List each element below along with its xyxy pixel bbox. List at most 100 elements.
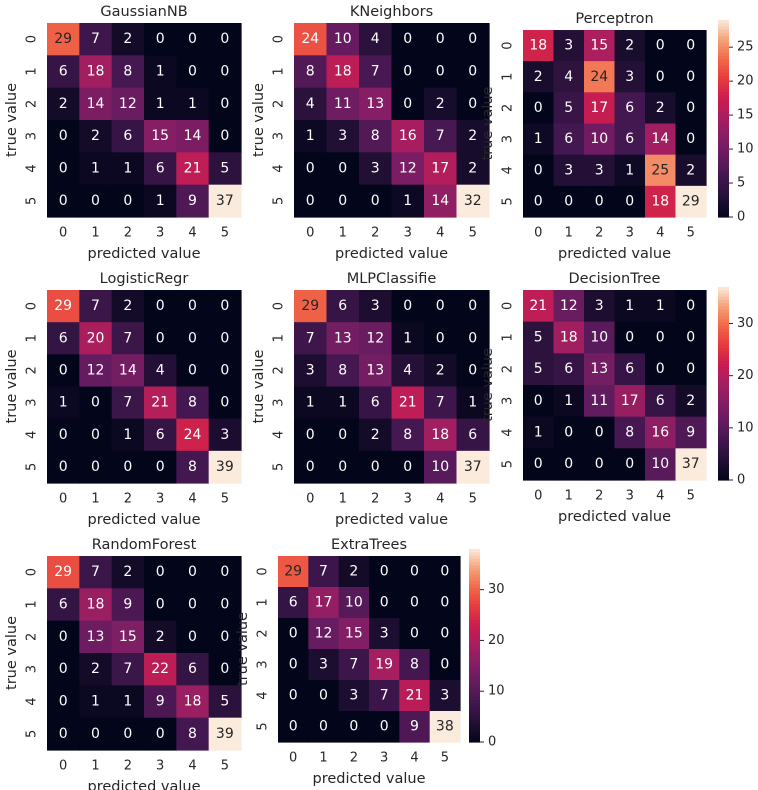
cell-value: 0: [403, 64, 412, 80]
cell-5-0: [278, 711, 309, 743]
colorbar-segment: [718, 75, 729, 80]
colorbar-segment: [718, 118, 729, 123]
cell-1-2: [359, 55, 393, 89]
x-tick-label: 5: [221, 759, 229, 774]
cell-5-2: [111, 450, 145, 484]
y-tick-label: 0: [272, 302, 287, 310]
cell-5-4: [645, 448, 677, 481]
cell-value: 0: [440, 564, 449, 580]
cell-5-5: [429, 711, 461, 743]
colorbar-tick-label: 20: [737, 368, 754, 383]
cell-value: 0: [91, 459, 100, 475]
cell-value: 1: [91, 161, 100, 177]
x-tick-label: 0: [59, 226, 67, 241]
cell-value: 18: [431, 427, 449, 443]
cell-0-2: [111, 556, 145, 589]
cell-value: 21: [529, 298, 547, 314]
colorbar-segment: [718, 164, 729, 169]
cell-4-4: [176, 685, 210, 719]
colorbar-segment: [469, 648, 480, 653]
cell-0-0: [294, 23, 328, 56]
cell-value: 2: [436, 96, 445, 112]
cell-4-1: [308, 680, 340, 712]
cell-3-1: [553, 123, 585, 156]
colorbar-segment: [469, 684, 480, 688]
colorbar-segment: [718, 72, 729, 77]
cell-value: 0: [534, 193, 543, 209]
colorbar-tick-label: 25: [737, 40, 754, 55]
cell-value: 2: [123, 564, 132, 580]
colorbar-segment: [718, 151, 729, 156]
cell-0-2: [111, 290, 145, 323]
y-tick-label: 2: [25, 100, 40, 108]
cell-value: 6: [123, 128, 132, 144]
cell-value: 10: [345, 595, 363, 611]
colorbar-segment: [718, 425, 729, 430]
y-axis-label: true value: [4, 83, 20, 157]
cell-value: 39: [216, 726, 234, 742]
cell-value: 8: [338, 362, 347, 378]
x-tick-label: 1: [565, 226, 573, 241]
y-tick-label: 1: [25, 67, 40, 75]
cell-5-2: [338, 711, 370, 743]
colorbar-segment: [469, 725, 480, 730]
cell-4-5: [208, 418, 242, 452]
cell-value: 9: [410, 719, 419, 735]
colorbar-segment: [718, 115, 729, 120]
colorbar-segment: [469, 629, 480, 634]
cell-5-0: [523, 448, 555, 481]
cell-value: 3: [564, 162, 573, 178]
cell-value: 0: [534, 100, 543, 116]
cell-value: 1: [656, 298, 665, 314]
x-tick-label: 5: [221, 492, 229, 507]
cell-value: 0: [686, 38, 695, 54]
colorbar-segment: [718, 441, 729, 446]
colorbar-segment: [718, 148, 729, 152]
cell-value: 1: [91, 694, 100, 710]
cell-value: 29: [284, 564, 302, 580]
cell-value: 17: [590, 100, 608, 116]
cell-0-0: [47, 23, 80, 56]
cell-value: 0: [156, 726, 165, 742]
cell-0-2: [584, 30, 616, 62]
panel-title: KNeighbors: [350, 4, 433, 20]
colorbar-segment: [718, 396, 729, 401]
x-axis-label: predicted value: [88, 512, 201, 528]
cell-value: 3: [371, 298, 380, 314]
colorbar-segment: [718, 174, 729, 179]
cell-3-0: [47, 653, 80, 686]
cell-value: 0: [686, 330, 695, 346]
cell-1-0: [523, 61, 555, 93]
colorbar-segment: [718, 88, 729, 93]
colorbar-segment: [469, 690, 480, 695]
cell-value: 7: [349, 657, 358, 673]
y-tick-label: 0: [25, 302, 40, 310]
colorbar-tick-label: 20: [737, 74, 754, 89]
x-tick-label: 0: [59, 492, 67, 507]
cell-5-4: [176, 450, 210, 484]
cell-value: 4: [156, 362, 165, 378]
colorbar-segment: [718, 144, 729, 149]
cell-value: 21: [399, 395, 417, 411]
colorbar-segment: [718, 415, 729, 420]
colorbar-segment: [718, 171, 729, 175]
colorbar-segment: [469, 693, 480, 698]
y-axis-label: true value: [480, 86, 496, 160]
cell-value: 13: [366, 362, 384, 378]
y-tick-label: 3: [501, 135, 516, 143]
cell-value: 10: [431, 459, 449, 475]
x-tick-label: 3: [380, 751, 388, 766]
colorbar-segment: [469, 626, 480, 631]
cell-value: 11: [590, 393, 608, 409]
cell-value: 0: [349, 719, 358, 735]
cell-value: 0: [319, 719, 328, 735]
cell-3-2: [111, 386, 145, 420]
x-tick-label: 2: [371, 226, 379, 241]
y-tick-label: 3: [272, 132, 287, 140]
cell-3-0: [294, 120, 328, 153]
y-tick-label: 2: [272, 366, 287, 374]
cell-4-3: [144, 152, 177, 186]
cell-2-3: [614, 92, 646, 125]
